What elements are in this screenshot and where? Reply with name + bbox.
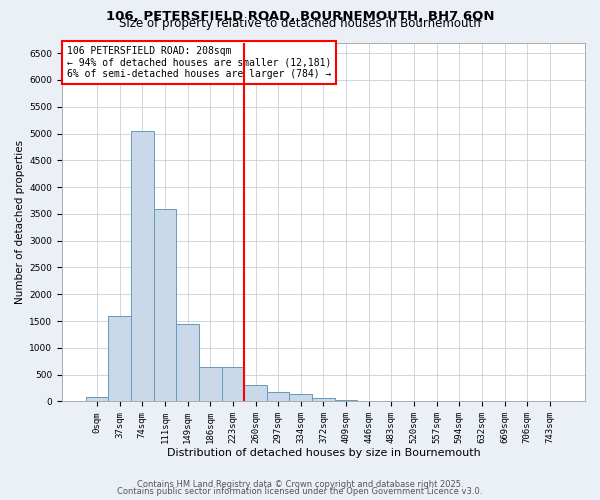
Bar [199,366,221,402]
Bar [289,394,312,402]
Bar [244,386,267,402]
Bar [176,324,199,402]
X-axis label: Distribution of detached houses by size in Bournemouth: Distribution of detached houses by size … [167,448,481,458]
Bar [267,392,289,402]
Y-axis label: Number of detached properties: Number of detached properties [15,140,25,304]
Bar [312,398,335,402]
Bar [335,400,358,402]
Bar [86,398,109,402]
Bar [109,316,131,402]
Text: Contains public sector information licensed under the Open Government Licence v3: Contains public sector information licen… [118,487,482,496]
Text: 106, PETERSFIELD ROAD, BOURNEMOUTH, BH7 6QN: 106, PETERSFIELD ROAD, BOURNEMOUTH, BH7 … [106,10,494,23]
Text: Size of property relative to detached houses in Bournemouth: Size of property relative to detached ho… [119,18,481,30]
Text: Contains HM Land Registry data © Crown copyright and database right 2025.: Contains HM Land Registry data © Crown c… [137,480,463,489]
Text: 106 PETERSFIELD ROAD: 208sqm
← 94% of detached houses are smaller (12,181)
6% of: 106 PETERSFIELD ROAD: 208sqm ← 94% of de… [67,46,331,80]
Bar [154,208,176,402]
Bar [221,366,244,402]
Bar [131,131,154,402]
